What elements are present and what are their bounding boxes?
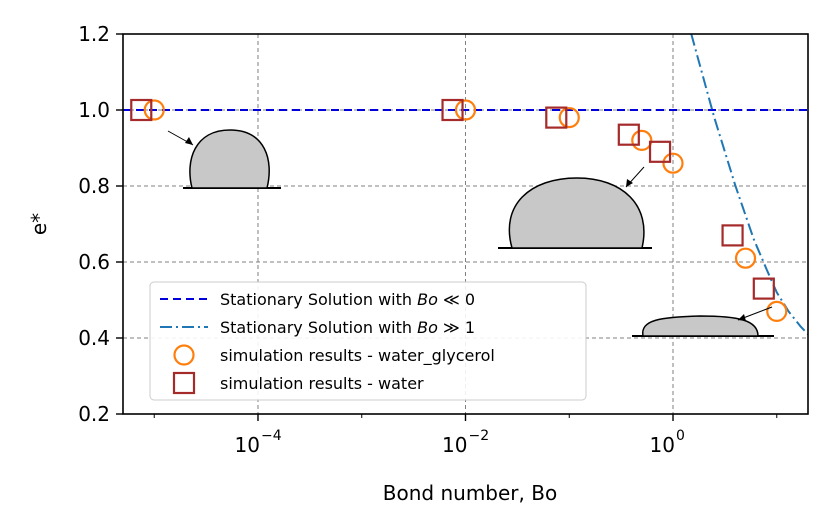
y-axis-label-text: e* xyxy=(27,213,51,235)
series-3 xyxy=(130,98,775,300)
x-tick-label: 10 0 xyxy=(650,428,685,457)
x-tick-label-base: 10 xyxy=(442,433,467,457)
legend-label: simulation results - water xyxy=(220,374,424,393)
y-tick-label: 0.2 xyxy=(78,402,110,426)
y-tick-label: 0.6 xyxy=(78,250,110,274)
data-point-circle xyxy=(143,99,165,121)
data-point-square xyxy=(441,98,464,122)
data-point-square xyxy=(617,123,640,146)
droplet-illustration-large-bo xyxy=(632,306,774,337)
legend-label-prefix: Stationary Solution with xyxy=(220,290,417,309)
x-tick-label: 10 −2 xyxy=(442,428,489,457)
series-line xyxy=(690,34,808,335)
y-tick-label: 0.8 xyxy=(78,174,110,198)
y-tick-label: 1.0 xyxy=(78,98,110,122)
legend-box xyxy=(149,281,587,401)
data-point-circle xyxy=(766,300,788,322)
x-tick-label-exponent: −4 xyxy=(261,428,282,444)
data-point-circle xyxy=(558,106,580,129)
legend-label-suffix: ≪ 0 xyxy=(438,290,475,309)
legend-label-math: Bo xyxy=(417,318,438,337)
x-tick-label-exponent: 0 xyxy=(676,428,685,444)
legend-item: simulation results - water xyxy=(172,371,424,395)
droplet-illustration-small-bo xyxy=(167,129,281,189)
y-tick-label: 0.4 xyxy=(78,326,110,350)
legend-label: simulation results - water_glycerol xyxy=(220,346,495,366)
data-point-circle xyxy=(454,99,477,121)
data-point-square xyxy=(752,277,775,300)
axis-ticks: 0.20.40.60.81.01.210 −4 10 −2 10 0 xyxy=(78,22,778,457)
plot-series xyxy=(123,34,808,335)
legend-label-math: Bo xyxy=(417,290,438,309)
x-tick-label-base: 10 xyxy=(235,433,260,457)
y-axis-label: e* xyxy=(27,213,51,235)
series-2 xyxy=(143,99,788,322)
legend-label-prefix: Stationary Solution with xyxy=(220,318,417,337)
legend-item: Stationary Solution with Bo ≫ 1 xyxy=(160,318,475,337)
x-tick-label: 10 −4 xyxy=(235,428,282,457)
x-tick-label-base: 10 xyxy=(650,433,675,457)
data-point-square xyxy=(721,224,744,247)
series-1 xyxy=(690,34,808,335)
data-point-circle xyxy=(631,129,653,151)
data-point-circle xyxy=(734,247,757,269)
droplet-illustrations xyxy=(167,129,774,337)
legend: Stationary Solution with Bo ≪ 0Stationar… xyxy=(149,281,587,401)
data-point-square xyxy=(648,140,672,163)
droplet-illustration-medium-bo xyxy=(498,166,652,249)
x-axis-label: Bond number, Bo xyxy=(383,481,557,505)
legend-circle-swatch xyxy=(173,344,195,366)
legend-label: Stationary Solution with Bo ≪ 0 xyxy=(220,290,475,309)
data-point-square xyxy=(130,98,153,122)
y-tick-label: 1.2 xyxy=(78,22,110,46)
data-point-square xyxy=(545,106,568,129)
legend-square-swatch xyxy=(172,371,196,395)
legend-label: Stationary Solution with Bo ≫ 1 xyxy=(220,318,475,337)
x-tick-label-exponent: −2 xyxy=(469,428,490,444)
legend-item: Stationary Solution with Bo ≪ 0 xyxy=(160,290,475,309)
data-point-circle xyxy=(662,152,684,174)
legend-label-suffix: ≫ 1 xyxy=(438,318,475,337)
legend-item: simulation results - water_glycerol xyxy=(173,344,495,366)
